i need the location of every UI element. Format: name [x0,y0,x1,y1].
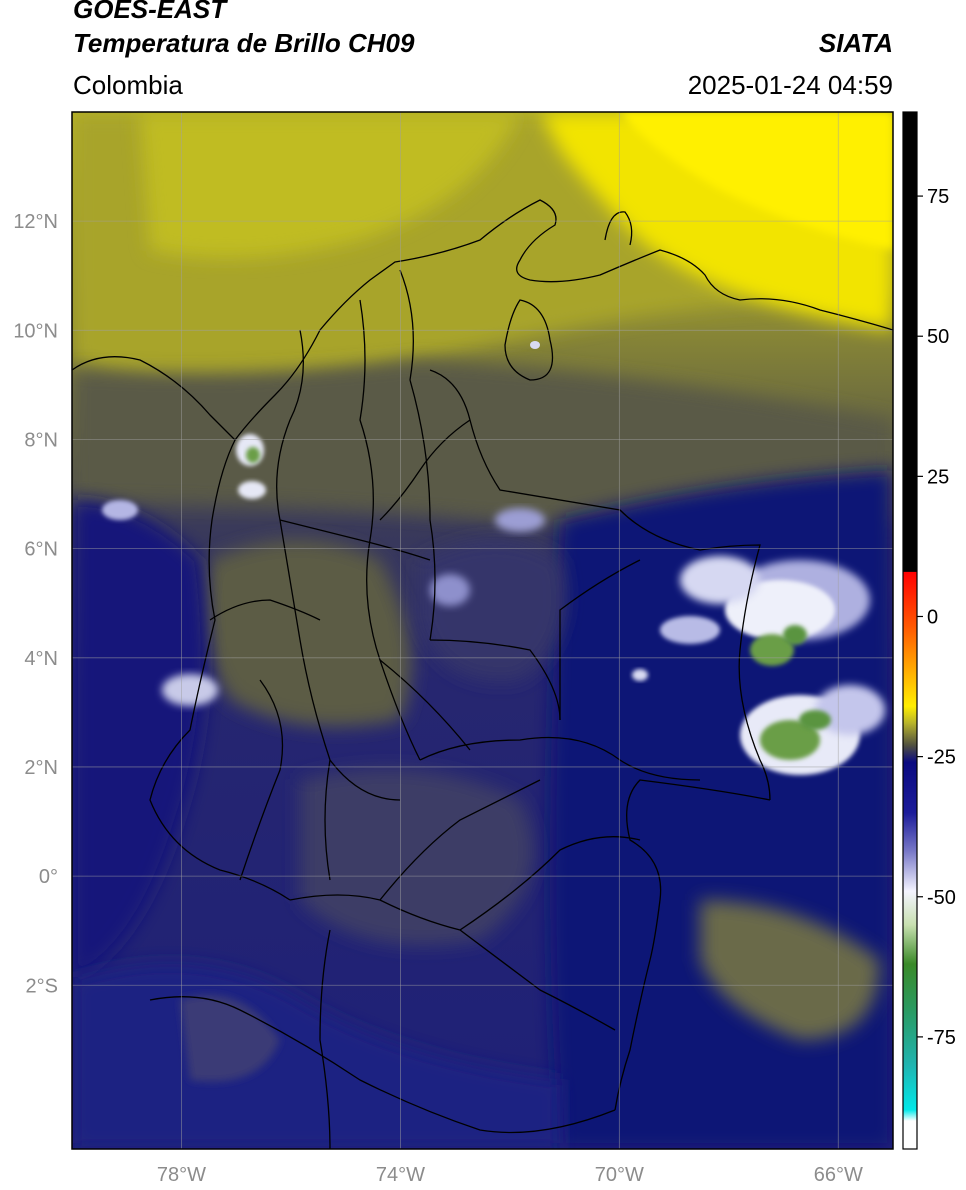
latitude-tick-label: 10°N [13,320,58,342]
map-frame [71,111,894,1150]
colorbar-tick-label: 50 [927,326,949,348]
latitude-labels: 12°N 10°N 8°N 6°N 4°N 2°N 0° 2°S [13,211,58,997]
latitude-tick-label: 0° [39,866,58,888]
satellite-imagery [72,112,893,1149]
longitude-tick-label: 70°W [595,1164,644,1186]
gridlines [72,112,893,1149]
agency-label: SIATA [818,28,893,58]
latitude-tick-label: 12°N [13,211,58,233]
borders [72,199,893,1149]
colorbar-tick-label: -25 [927,747,956,769]
colorbar-tick-label: 0 [927,606,938,628]
colorbar-tick-label: -50 [927,887,956,909]
colorbar-frame [902,111,918,1150]
latitude-tick-label: 4°N [24,648,58,670]
colorbar-tick-label: 75 [927,186,949,208]
longitude-labels: 78°W 74°W 70°W 66°W [157,1164,863,1186]
colorbar-ticks: 75 50 25 0 -25 -50 -75 [917,186,956,1049]
colorbar-gradient [903,112,917,1149]
colorbar: 75 50 25 0 -25 -50 -75 [902,111,956,1150]
product-title: Temperatura de Brillo CH09 [73,28,415,58]
latitude-tick-label: 2°S [26,975,58,997]
colorbar-tick-label: 25 [927,466,949,488]
latitude-tick-label: 8°N [24,429,58,451]
colorbar-tick-label: -75 [927,1027,956,1049]
latitude-tick-label: 6°N [24,539,58,561]
region-label: Colombia [73,70,183,100]
longitude-tick-label: 66°W [814,1164,863,1186]
longitude-tick-label: 74°W [376,1164,425,1186]
satellite-title: GOES-EAST [73,0,227,24]
latitude-tick-label: 2°N [24,757,58,779]
timestamp-label: 2025-01-24 04:59 [687,70,893,100]
longitude-tick-label: 78°W [157,1164,206,1186]
title-block: GOES-EAST Temperatura de Brillo CH09 SIA… [73,0,893,108]
